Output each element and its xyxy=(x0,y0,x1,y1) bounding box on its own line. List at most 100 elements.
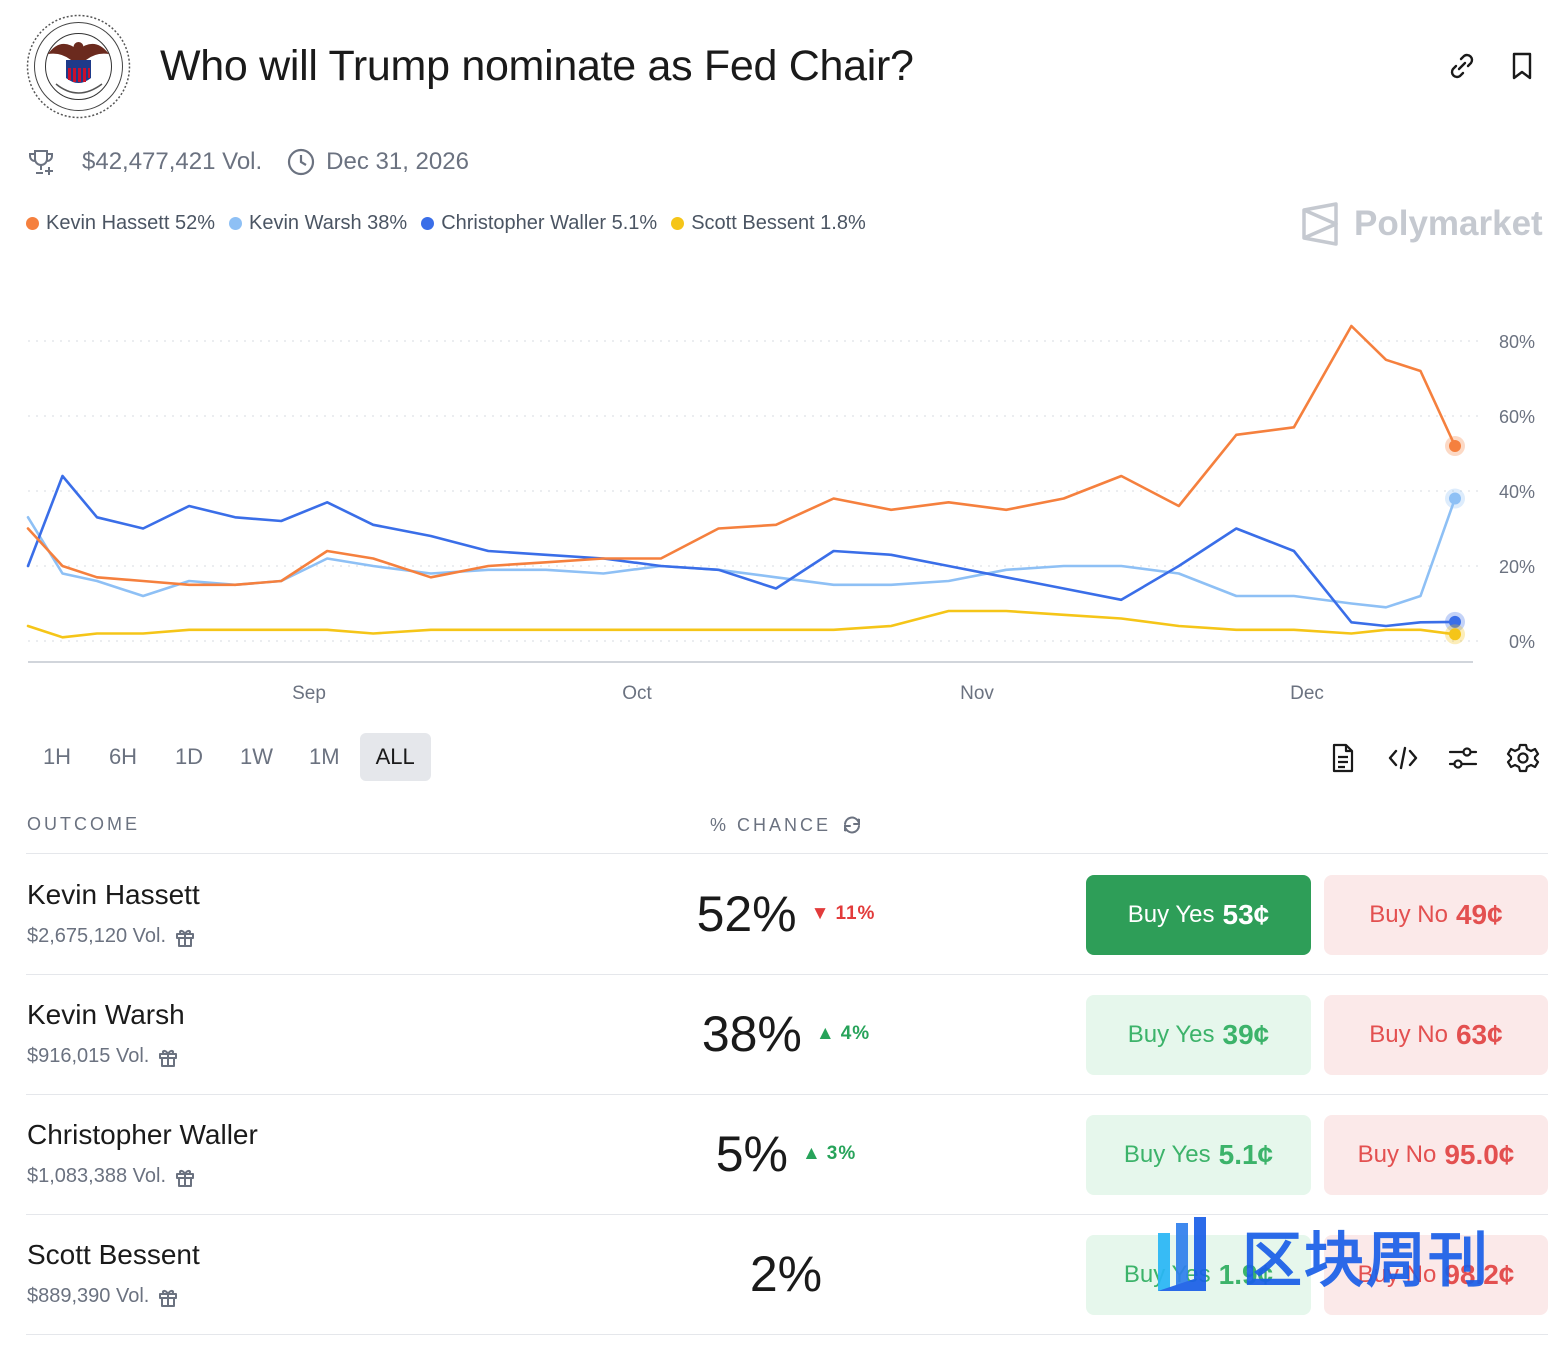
watermark-logo-icon xyxy=(1158,1216,1206,1291)
chance-value: 5% xyxy=(715,1126,788,1182)
rules-button[interactable] xyxy=(1326,741,1360,775)
outcome-chance: 38% ▲ 4% xyxy=(626,1005,946,1063)
range-button-1m[interactable]: 1M xyxy=(309,744,340,769)
up-arrow-icon: ▲ xyxy=(801,1143,822,1164)
buy-yes-button[interactable]: Buy Yes 39¢ xyxy=(1086,995,1311,1075)
outcome-volume-value: $1,083,388 Vol. xyxy=(27,1165,167,1187)
gift-icon[interactable] xyxy=(174,926,196,948)
series-end-point xyxy=(1449,492,1461,505)
change-value: 11% xyxy=(835,903,876,924)
chance-value: 2% xyxy=(749,1246,823,1302)
chance-value: 38% xyxy=(701,1006,802,1062)
refresh-icon[interactable] xyxy=(841,814,863,836)
legend-label: Christopher Waller 5.1% xyxy=(441,212,658,234)
gift-icon[interactable] xyxy=(174,1166,196,1188)
change-value: 3% xyxy=(826,1143,857,1164)
change-value: 4% xyxy=(840,1023,871,1044)
outcomes-table-header: OUTCOME % CHANCE xyxy=(26,810,1548,854)
outcome-volume-value: $889,390 Vol. xyxy=(27,1285,150,1307)
buy-yes-button[interactable]: Buy Yes 5.1¢ xyxy=(1086,1115,1311,1195)
bookmark-icon xyxy=(1512,52,1532,80)
end-date: Dec 31, 2026 xyxy=(326,148,469,175)
legend-item: Kevin Warsh 38% xyxy=(228,212,408,235)
column-chance: % CHANCE xyxy=(710,814,863,836)
y-tick-label: 0% xyxy=(1509,632,1535,652)
table-row[interactable]: Kevin Warsh $916,015 Vol. 38% ▲ 4% Buy Yes 39¢… xyxy=(26,975,1548,1095)
x-tick-label: Sep xyxy=(292,683,326,704)
legend-label: Kevin Warsh 38% xyxy=(248,212,408,234)
buy-yes-price: 1.9¢ xyxy=(1218,1259,1274,1290)
outcome-chance: 5% ▲ 3% xyxy=(626,1125,946,1183)
series-line-kevin-warsh xyxy=(26,497,1457,609)
legend-item: Kevin Hassett 52% xyxy=(26,212,215,235)
legend-dot xyxy=(228,217,242,230)
buy-no-label: Buy No xyxy=(1357,1141,1437,1168)
watermark: 区块周刊 xyxy=(1156,1212,1490,1299)
buy-no-price: 63¢ xyxy=(1455,1019,1503,1050)
legend-label: Kevin Hassett 52% xyxy=(46,212,215,234)
polymarket-brand: Polymarket xyxy=(1300,202,1543,246)
embed-button[interactable] xyxy=(1386,741,1420,775)
x-tick-label: Nov xyxy=(960,683,994,704)
chart-tools xyxy=(1326,741,1540,775)
brand-name: Polymarket xyxy=(1354,204,1543,243)
table-row[interactable]: Christopher Waller $1,083,388 Vol. 5% ▲ 3% Bu… xyxy=(26,1095,1548,1215)
outcome-volume: $916,015 Vol. xyxy=(27,1045,179,1068)
polymarket-logo-icon xyxy=(1302,202,1338,246)
table-row[interactable]: Kevin Hassett $2,675,120 Vol. 52% ▼ 11% Buy Y… xyxy=(26,855,1548,975)
x-tick-label: Dec xyxy=(1290,683,1324,704)
legend-item: Scott Bessent 1.8% xyxy=(671,212,866,235)
outcome-name[interactable]: Scott Bessent xyxy=(27,1239,200,1270)
series-line-scott-bessent xyxy=(26,609,1457,639)
market-meta: $42,477,421 Vol. Dec 31, 2026 xyxy=(26,145,469,179)
range-button-1h[interactable]: 1H xyxy=(42,744,72,769)
buy-no-price: 95.0¢ xyxy=(1444,1139,1515,1170)
up-arrow-icon: ▲ xyxy=(815,1023,836,1044)
filter-button[interactable] xyxy=(1446,741,1480,775)
buy-no-button[interactable]: Buy No 95.0¢ xyxy=(1324,1115,1548,1195)
copy-link-button[interactable] xyxy=(1446,50,1478,82)
buy-no-button[interactable]: Buy No 63¢ xyxy=(1324,995,1548,1075)
buy-yes-price: 53¢ xyxy=(1222,899,1270,930)
y-tick-label: 20% xyxy=(1499,557,1535,577)
document-icon xyxy=(1332,743,1354,773)
y-tick-label: 80% xyxy=(1499,332,1535,352)
buy-no-button[interactable]: Buy No 49¢ xyxy=(1324,875,1548,955)
price-history-chart[interactable]: 80% 60% 40% 20% 0% Sep Oct Nov Dec xyxy=(0,300,1557,720)
gear-icon xyxy=(1506,743,1540,773)
range-button-1d[interactable]: 1D xyxy=(174,744,204,769)
series-end-point xyxy=(1449,615,1461,628)
down-arrow-icon: ▼ xyxy=(810,903,831,924)
outcome-volume-value: $916,015 Vol. xyxy=(27,1045,150,1067)
buy-yes-button[interactable]: Buy Yes 53¢ xyxy=(1086,875,1311,955)
buy-no-price: 98.2¢ xyxy=(1444,1259,1515,1290)
buy-no-button[interactable]: Buy No 98.2¢ xyxy=(1324,1235,1548,1315)
outcome-name[interactable]: Kevin Warsh xyxy=(27,999,185,1030)
outcome-name[interactable]: Kevin Hassett xyxy=(27,879,200,910)
outcome-chance: 2% xyxy=(626,1245,946,1303)
gift-icon[interactable] xyxy=(157,1046,179,1068)
settings-button[interactable] xyxy=(1506,741,1540,775)
gift-icon[interactable] xyxy=(157,1286,179,1308)
buy-no-price: 49¢ xyxy=(1455,899,1503,930)
time-range-selector: 1H 6H 1D 1W 1M ALL xyxy=(26,733,431,781)
outcome-volume-value: $2,675,120 Vol. xyxy=(27,925,167,947)
range-button-6h[interactable]: 6H xyxy=(108,744,138,769)
buy-yes-label: Buy Yes xyxy=(1127,901,1215,928)
buy-yes-price: 5.1¢ xyxy=(1218,1139,1274,1170)
clock-icon xyxy=(286,147,316,177)
range-button-all[interactable]: ALL xyxy=(359,733,431,781)
change-indicator: ▼ 11% xyxy=(811,903,876,925)
outcome-volume: $889,390 Vol. xyxy=(27,1285,179,1308)
column-chance-label: % CHANCE xyxy=(710,814,832,835)
buy-yes-price: 39¢ xyxy=(1222,1019,1270,1050)
legend-dot xyxy=(671,217,685,230)
bookmark-button[interactable] xyxy=(1506,50,1538,82)
outcome-volume: $1,083,388 Vol. xyxy=(27,1165,196,1188)
range-button-1w[interactable]: 1W xyxy=(240,744,273,769)
legend-item: Christopher Waller 5.1% xyxy=(421,212,657,235)
series-line-kevin-hassett xyxy=(26,324,1457,587)
change-indicator: ▲ 3% xyxy=(802,1143,856,1165)
watermark-text: 区块周刊 xyxy=(1242,1226,1490,1296)
outcome-name[interactable]: Christopher Waller xyxy=(27,1119,258,1150)
